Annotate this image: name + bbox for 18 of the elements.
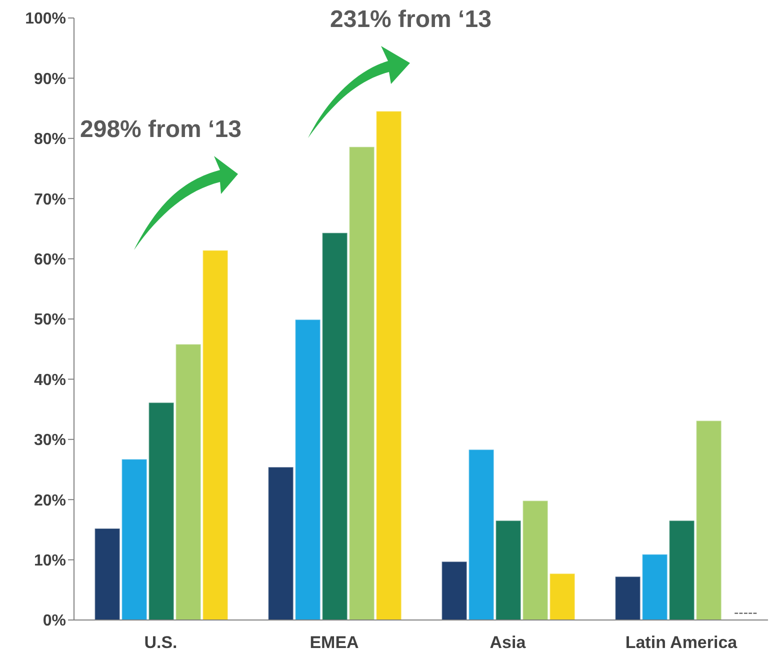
x-tick-label: Latin America — [625, 633, 738, 652]
y-tick-label: 70% — [34, 191, 66, 208]
y-tick-label: 30% — [34, 432, 66, 450]
y-tick-label: 100% — [25, 10, 66, 28]
y-tick-label: 40% — [34, 372, 66, 389]
x-tick-label: EMEA — [310, 633, 359, 652]
y-tick-label: 0% — [42, 612, 66, 630]
x-tick-label: U.S. — [144, 633, 178, 652]
annotation: 298% from ‘13 — [80, 116, 242, 144]
x-tick-label: Asia — [490, 633, 526, 652]
y-tick-label: 80% — [34, 131, 66, 148]
annotation: 231% from ‘13 — [330, 6, 492, 34]
annotation: ----- — [734, 604, 758, 620]
y-tick-label: 60% — [34, 251, 66, 268]
y-tick-label: 50% — [34, 312, 66, 329]
y-tick-label: 90% — [34, 70, 66, 88]
y-tick-label: 20% — [34, 492, 66, 510]
y-tick-label: 10% — [34, 552, 66, 570]
